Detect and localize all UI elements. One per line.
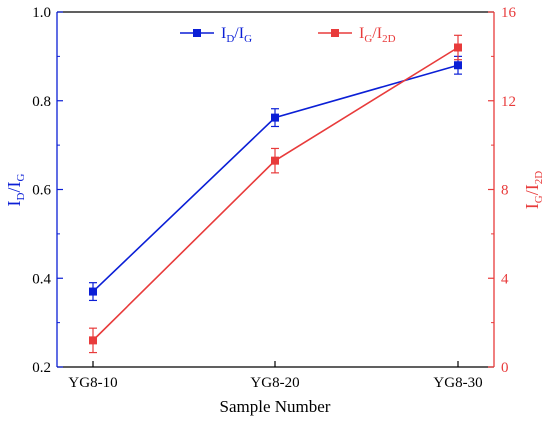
right-axis-title: IG/I2D (522, 171, 545, 209)
right-axis-ticks: 0 4 8 12 16 (488, 5, 517, 376)
data-point (271, 113, 279, 122)
series-line (92, 64, 459, 293)
data-point (89, 336, 97, 345)
x-tick-label: YG8-20 (250, 375, 299, 391)
left-tick-label: 0.6 (32, 183, 51, 199)
data-point (454, 61, 462, 70)
right-tick-label: 16 (501, 5, 517, 21)
legend-marker-red (331, 29, 339, 37)
series-line (92, 46, 459, 341)
legend-label-red: IG/I2D (359, 25, 396, 45)
right-tick-label: 4 (501, 271, 509, 287)
legend-marker-blue (193, 29, 201, 37)
series-red (89, 34, 462, 354)
right-tick-label: 8 (501, 183, 509, 199)
left-tick-label: 0.8 (32, 94, 51, 110)
left-tick-label: 1.0 (32, 5, 51, 21)
x-tick-label: YG8-10 (68, 375, 117, 391)
x-axis-ticks: YG8-10 YG8-20 YG8-30 (68, 361, 483, 391)
left-axis-title: ID/IG (4, 174, 27, 207)
left-tick-label: 0.4 (32, 271, 51, 287)
data-point (89, 287, 97, 296)
data-point (271, 156, 279, 165)
x-axis-title: Sample Number (220, 397, 331, 416)
series-layer (89, 34, 462, 354)
legend-item-blue: ID/IG (180, 25, 252, 45)
right-tick-label: 0 (501, 360, 509, 376)
legend: ID/IG IG/I2D (180, 25, 396, 45)
left-axis-ticks: 0.2 0.4 0.6 0.8 1.0 (32, 5, 63, 376)
legend-label-blue: ID/IG (221, 25, 252, 45)
data-point (454, 43, 462, 52)
legend-item-red: IG/I2D (318, 25, 396, 45)
x-tick-label: YG8-30 (433, 375, 482, 391)
right-tick-label: 12 (501, 94, 516, 110)
series-blue (89, 55, 462, 302)
left-tick-label: 0.2 (32, 360, 51, 376)
